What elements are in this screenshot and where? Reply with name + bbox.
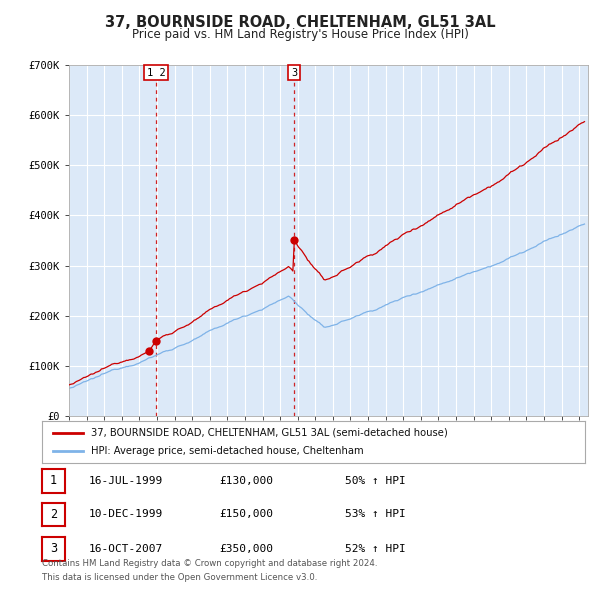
Text: 37, BOURNSIDE ROAD, CHELTENHAM, GL51 3AL: 37, BOURNSIDE ROAD, CHELTENHAM, GL51 3AL	[104, 15, 496, 30]
Text: 2: 2	[50, 508, 57, 521]
Text: HPI: Average price, semi-detached house, Cheltenham: HPI: Average price, semi-detached house,…	[91, 446, 364, 456]
Text: 52% ↑ HPI: 52% ↑ HPI	[345, 544, 406, 553]
Text: £130,000: £130,000	[219, 476, 273, 486]
Text: 53% ↑ HPI: 53% ↑ HPI	[345, 510, 406, 519]
Text: 3: 3	[50, 542, 57, 555]
Text: 3: 3	[291, 68, 297, 78]
Text: 50% ↑ HPI: 50% ↑ HPI	[345, 476, 406, 486]
Text: Price paid vs. HM Land Registry's House Price Index (HPI): Price paid vs. HM Land Registry's House …	[131, 28, 469, 41]
Text: 37, BOURNSIDE ROAD, CHELTENHAM, GL51 3AL (semi-detached house): 37, BOURNSIDE ROAD, CHELTENHAM, GL51 3AL…	[91, 428, 448, 438]
Text: 1: 1	[50, 474, 57, 487]
Text: 16-JUL-1999: 16-JUL-1999	[89, 476, 163, 486]
Text: £150,000: £150,000	[219, 510, 273, 519]
Text: 1 2: 1 2	[146, 68, 165, 78]
Text: This data is licensed under the Open Government Licence v3.0.: This data is licensed under the Open Gov…	[42, 573, 317, 582]
Text: Contains HM Land Registry data © Crown copyright and database right 2024.: Contains HM Land Registry data © Crown c…	[42, 559, 377, 568]
Text: 10-DEC-1999: 10-DEC-1999	[89, 510, 163, 519]
Text: 16-OCT-2007: 16-OCT-2007	[89, 544, 163, 553]
Text: £350,000: £350,000	[219, 544, 273, 553]
